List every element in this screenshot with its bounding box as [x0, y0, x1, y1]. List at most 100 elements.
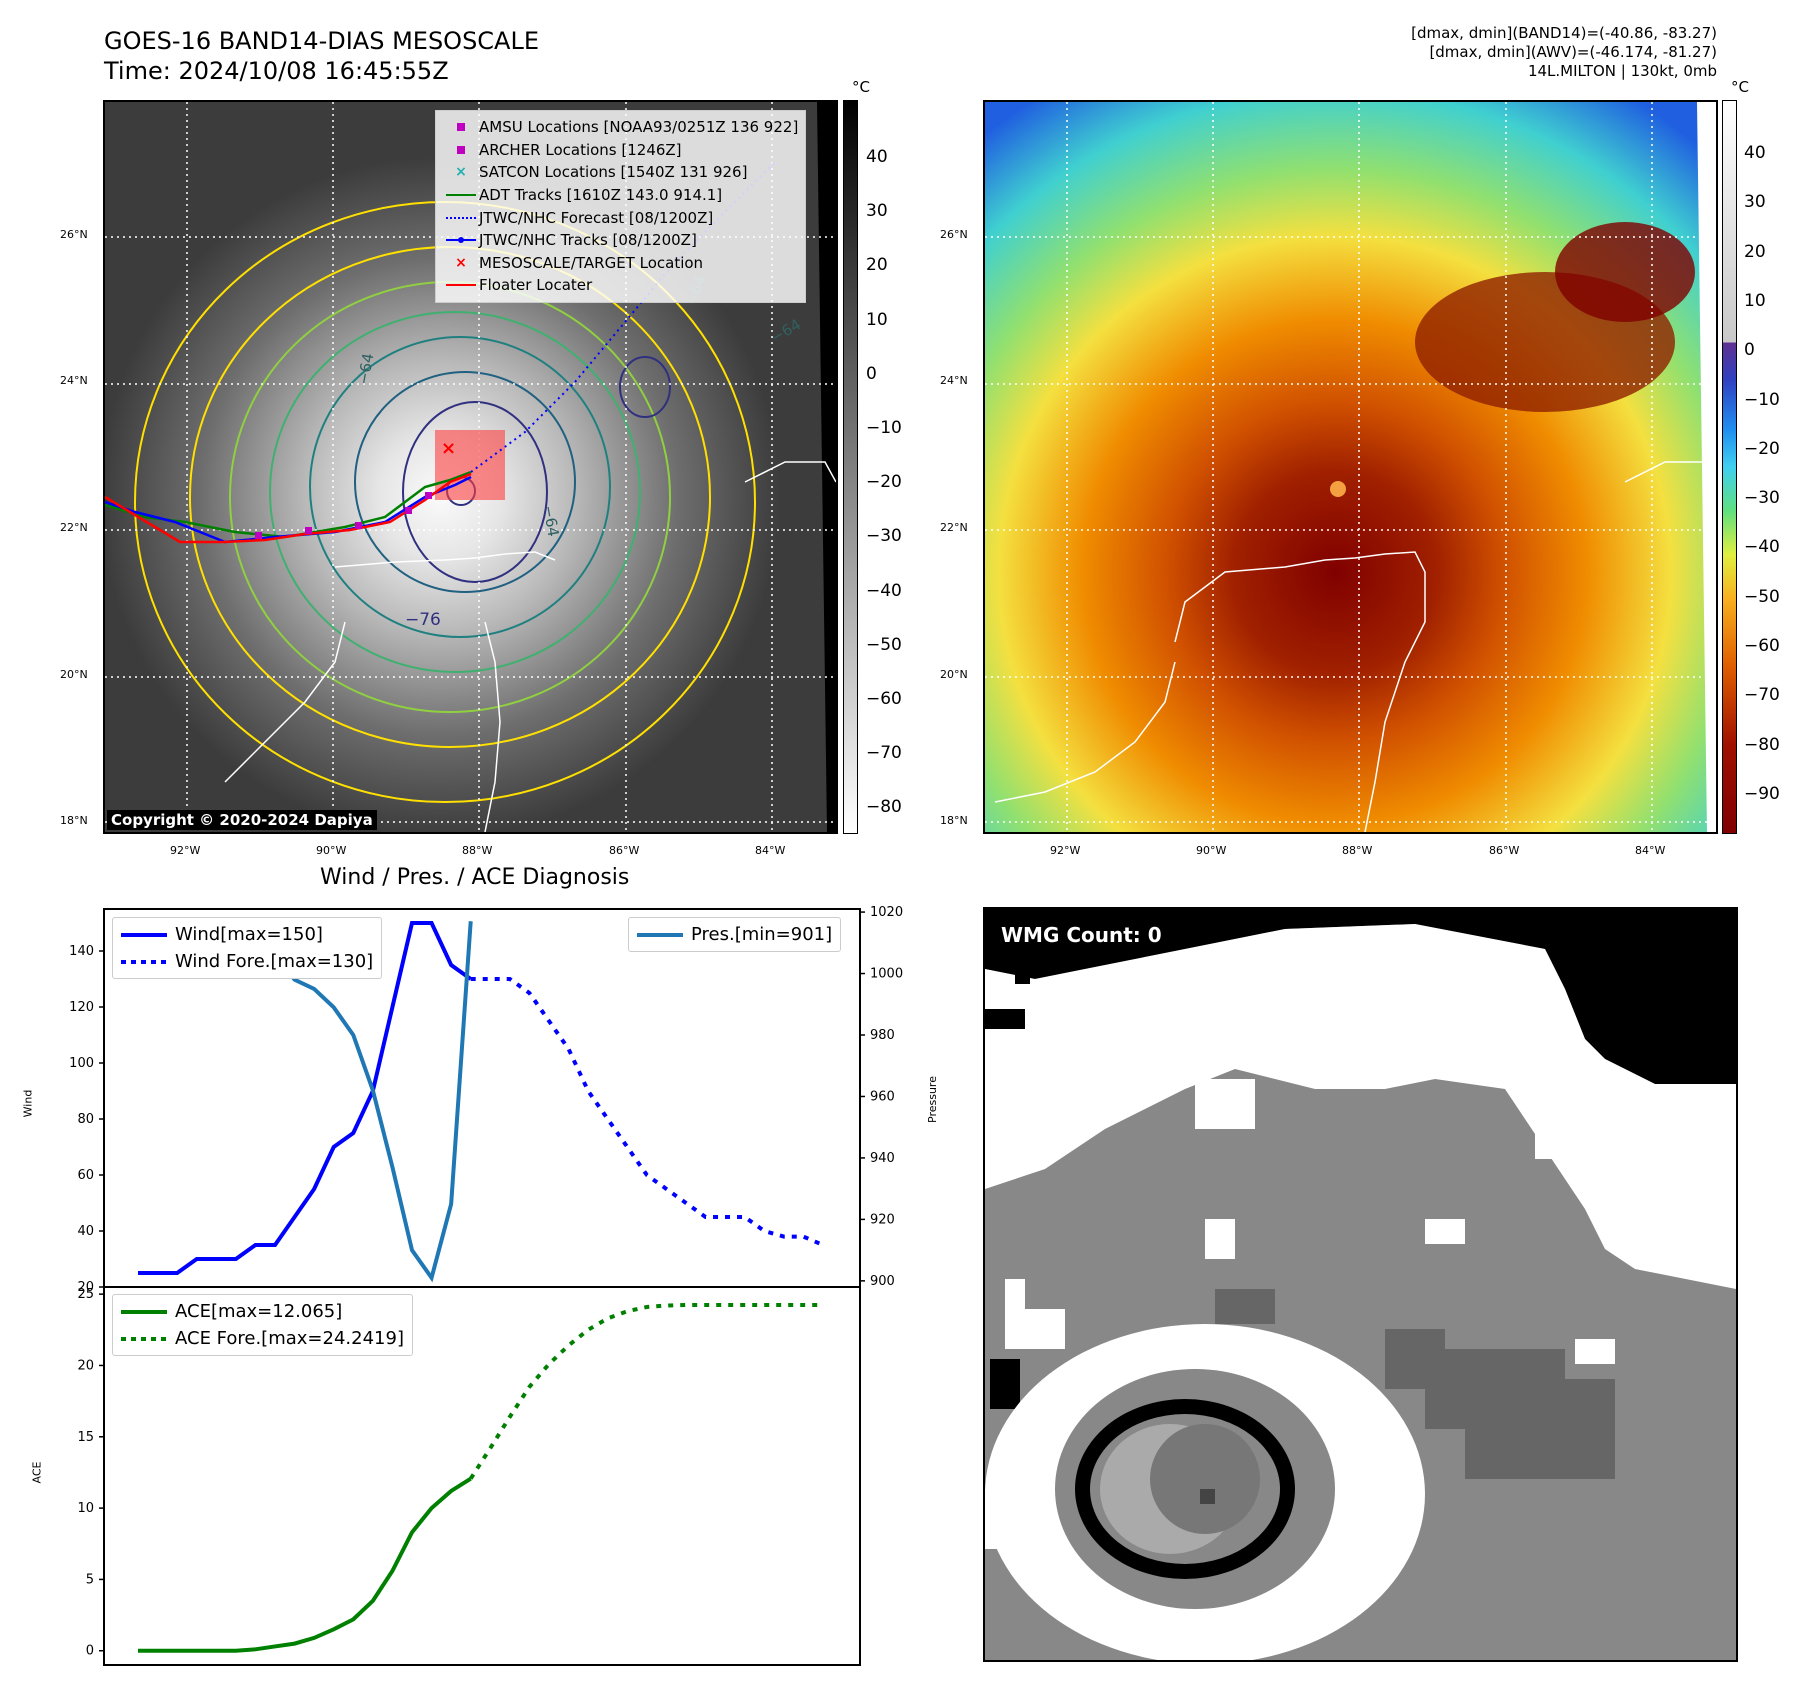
lon-label: 92°W: [170, 844, 201, 857]
tick-label: 60: [77, 1168, 94, 1183]
colorbar-tick-label: −70: [866, 743, 902, 764]
lat-label: 22°N: [940, 521, 968, 534]
legend-item: Floater Locater: [443, 274, 798, 297]
lon-label: 84°W: [1635, 844, 1666, 857]
legend-item: Pres.[min=901]: [637, 921, 832, 948]
copyright: Copyright © 2020-2024 Dapiya: [107, 810, 377, 830]
wmg-panel: WMG Count: 0: [983, 907, 1738, 1662]
square-marker-icon: [457, 123, 465, 132]
line-icon: [446, 194, 476, 197]
legend-item: Wind Fore.[max=130]: [121, 948, 373, 975]
ace-series-line: [138, 1476, 472, 1653]
ace-ylabel: ACE: [30, 1461, 44, 1484]
lat-label: 20°N: [60, 668, 88, 681]
colorbar-tick-label: −50: [866, 634, 902, 655]
tick-label: 80: [77, 1112, 94, 1127]
contour-label: −76: [405, 610, 441, 630]
tick-label: 980: [870, 1028, 895, 1043]
lon-label: 84°W: [755, 844, 786, 857]
awv-map-panel: [983, 100, 1718, 834]
timestamp: Time: 2024/10/08 16:45:55Z: [104, 57, 449, 85]
line-dot-icon: [446, 237, 476, 244]
legend-item: ACE[max=12.065]: [121, 1298, 404, 1325]
lon-label: 86°W: [609, 844, 640, 857]
svg-text:×: ×: [441, 438, 456, 459]
colorbar-tick-label: −50: [1744, 586, 1780, 607]
wmg-count-label: WMG Count: 0: [1001, 923, 1162, 947]
lat-label: 24°N: [940, 374, 968, 387]
colorbar-tick-label: 10: [1744, 290, 1766, 311]
legend-item: ACE Fore.[max=24.2419]: [121, 1325, 404, 1352]
colorbar-tick-label: 40: [866, 147, 888, 167]
tick-label: 1000: [870, 967, 903, 982]
lon-label: 90°W: [1196, 844, 1227, 857]
colorbar-tick-label: −70: [1744, 685, 1780, 706]
legend-item: JTWC/NHC Forecast [08/1200Z]: [443, 206, 798, 229]
pressure-legend: Pres.[min=901]: [628, 917, 842, 952]
awv-colorbar: [1722, 100, 1737, 834]
tick-label: 920: [870, 1212, 895, 1227]
tick-label: 900: [870, 1274, 895, 1289]
tick-label: 15: [77, 1430, 94, 1445]
diagnosis-title: Wind / Pres. / ACE Diagnosis: [320, 865, 630, 890]
tick-label: 40: [77, 1224, 94, 1239]
tick-label: 100: [69, 1056, 94, 1071]
lon-label: 88°W: [1342, 844, 1373, 857]
line-icon: [446, 284, 476, 287]
dotted-line-icon: [121, 1336, 167, 1341]
lon-label: 90°W: [316, 844, 347, 857]
dotted-line-icon: [121, 959, 167, 964]
ir-colorbar: [843, 100, 858, 834]
colorbar-tick-label: −80: [866, 797, 902, 818]
colorbar-tick-label: 20: [1744, 241, 1766, 262]
lon-label: 86°W: [1489, 844, 1520, 857]
chart-title: GOES-16 BAND14-DIAS MESOSCALE: [104, 27, 540, 55]
colorbar-tick-label: −90: [1744, 783, 1780, 804]
tick-label: 10: [77, 1501, 94, 1516]
lat-label: 18°N: [940, 814, 968, 827]
colorbar-tick-label: −40: [866, 580, 902, 601]
colorbar-tick-label: −30: [866, 526, 902, 547]
colorbar-tick-label: 0: [1744, 340, 1755, 361]
lat-label: 26°N: [60, 228, 88, 241]
wind-forecast-series-line: [470, 977, 824, 1247]
ir-legend: AMSU Locations [NOAA93/0251Z 136 922] AR…: [435, 110, 807, 303]
tick-label: 1020: [870, 905, 903, 920]
colorbar-tick-label: 40: [1744, 143, 1766, 163]
pressure-ylabel: Pressure: [925, 1076, 939, 1123]
legend-item: × MESOSCALE/TARGET Location: [455, 253, 704, 272]
lon-label: 88°W: [462, 844, 493, 857]
colorbar-tick-label: −20: [866, 472, 902, 493]
dotted-line-icon: [446, 216, 476, 219]
colorbar-tick-label: 30: [866, 201, 888, 222]
colorbar-tick-label: 20: [866, 255, 888, 276]
colorbar-tick-label: −10: [1744, 389, 1780, 410]
ace-forecast-series-line: [469, 1302, 824, 1480]
tick-label: 940: [870, 1151, 895, 1166]
line-icon: [637, 932, 683, 937]
legend-item: JTWC/NHC Tracks [08/1200Z]: [443, 229, 798, 252]
lon-label: 92°W: [1050, 844, 1081, 857]
x-marker-icon: ×: [455, 254, 467, 271]
legend-item: AMSU Locations [NOAA93/0251Z 136 922]: [443, 116, 798, 139]
colorbar-tick-label: 0: [866, 363, 877, 384]
wind-legend: Wind[max=150] Wind Fore.[max=130]: [112, 917, 383, 979]
colorbar-tick-label: −60: [866, 689, 902, 709]
legend-item: ADT Tracks [1610Z 143.0 914.1]: [443, 184, 798, 207]
ace-legend: ACE[max=12.065] ACE Fore.[max=24.2419]: [112, 1294, 413, 1356]
tick-label: 120: [69, 1000, 94, 1015]
lat-label: 22°N: [60, 521, 88, 534]
tick-label: 960: [870, 1089, 895, 1104]
colorbar-tick-label: 30: [1744, 192, 1766, 213]
tick-label: 140: [69, 944, 94, 959]
legend-item: Wind[max=150]: [121, 921, 373, 948]
tick-label: 5: [86, 1572, 94, 1587]
lat-label: 18°N: [60, 814, 88, 827]
colorbar-tick-label: −20: [1744, 438, 1780, 459]
colorbar-tick-label: −40: [1744, 537, 1780, 558]
tick-label: 0: [86, 1644, 94, 1659]
tick-label: 25: [77, 1287, 94, 1302]
legend-item: × SATCON Locations [1540Z 131 926]: [455, 163, 748, 182]
info-line-2: [dmax, dmin](AWV)=(-46.174, -81.27): [1429, 43, 1717, 61]
colorbar-tick-label: −10: [866, 418, 902, 438]
